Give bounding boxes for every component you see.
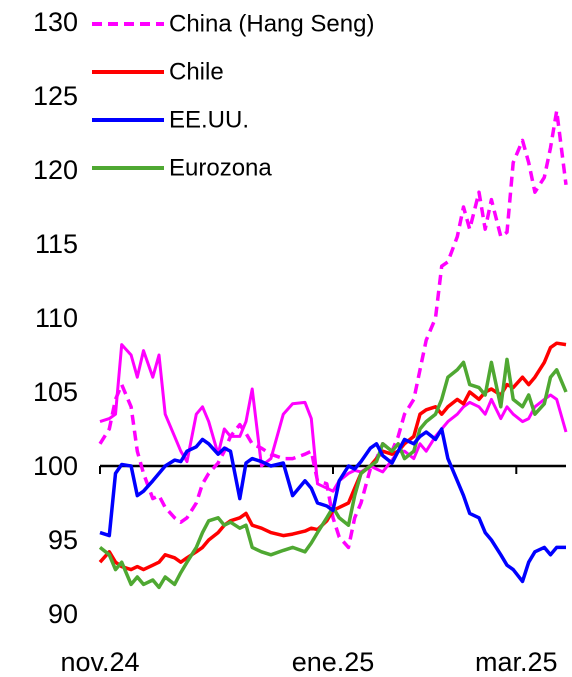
series-line-ee-uu (99, 427, 566, 584)
legend: China (Hang Seng) Chile EE.UU. Eurozona (92, 11, 374, 182)
y-tick-label: 100 (33, 451, 78, 481)
y-axis: 90 95 100 105 110 115 120 125 130 (33, 7, 78, 629)
y-tick-label: 125 (33, 81, 78, 111)
y-tick-label: 105 (33, 377, 78, 407)
series-line-chile (98, 341, 567, 572)
y-tick-label: 120 (33, 155, 78, 185)
x-axis: nov.24 ene.25 mar.25 (60, 647, 557, 677)
y-tick-label: 110 (35, 303, 78, 333)
series-line-china-hang-seng (98, 109, 568, 550)
legend-label-chile: Chile (169, 59, 224, 86)
y-tick-label: 115 (35, 229, 78, 259)
y-tick-label: 95 (48, 525, 78, 555)
y-tick-label: 90 (48, 599, 78, 629)
legend-label-china-hang-seng: China (Hang Seng) (169, 11, 374, 38)
series-line-eurozona (98, 357, 568, 590)
y-tick-label: 130 (33, 7, 78, 37)
x-tick-label: mar.25 (475, 647, 558, 677)
x-tick-label: nov.24 (60, 647, 139, 677)
plot-area (98, 109, 568, 590)
legend-label-eurozona: Eurozona (169, 155, 272, 182)
legend-label-ee-uu: EE.UU. (169, 107, 249, 134)
x-tick-label: ene.25 (292, 647, 375, 677)
